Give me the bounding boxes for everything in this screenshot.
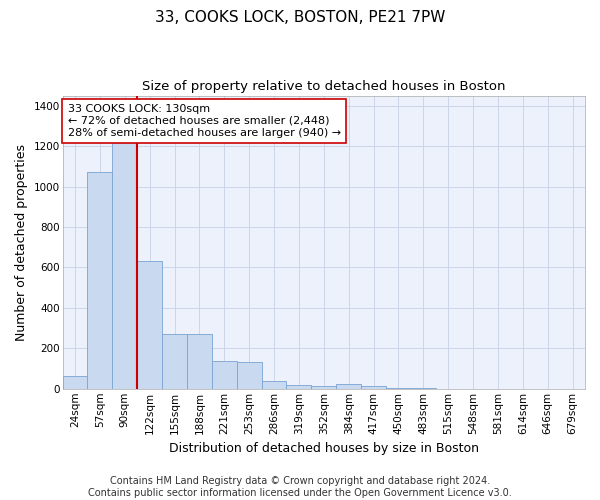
Text: 33 COOKS LOCK: 130sqm
← 72% of detached houses are smaller (2,448)
28% of semi-d: 33 COOKS LOCK: 130sqm ← 72% of detached … [68,104,341,138]
Title: Size of property relative to detached houses in Boston: Size of property relative to detached ho… [142,80,506,93]
X-axis label: Distribution of detached houses by size in Boston: Distribution of detached houses by size … [169,442,479,455]
Bar [88,172,112,389]
Bar [311,386,336,389]
Bar [336,384,361,389]
Bar [112,140,137,389]
Bar [212,362,237,389]
Text: Contains HM Land Registry data © Crown copyright and database right 2024.
Contai: Contains HM Land Registry data © Crown c… [88,476,512,498]
Bar [187,334,212,389]
Bar [286,384,311,389]
Y-axis label: Number of detached properties: Number of detached properties [15,144,28,340]
Bar [62,376,88,389]
Bar [386,388,411,389]
Bar [137,262,162,389]
Bar [262,380,286,389]
Bar [162,334,187,389]
Bar [361,386,386,389]
Bar [237,362,262,389]
Text: 33, COOKS LOCK, BOSTON, PE21 7PW: 33, COOKS LOCK, BOSTON, PE21 7PW [155,10,445,25]
